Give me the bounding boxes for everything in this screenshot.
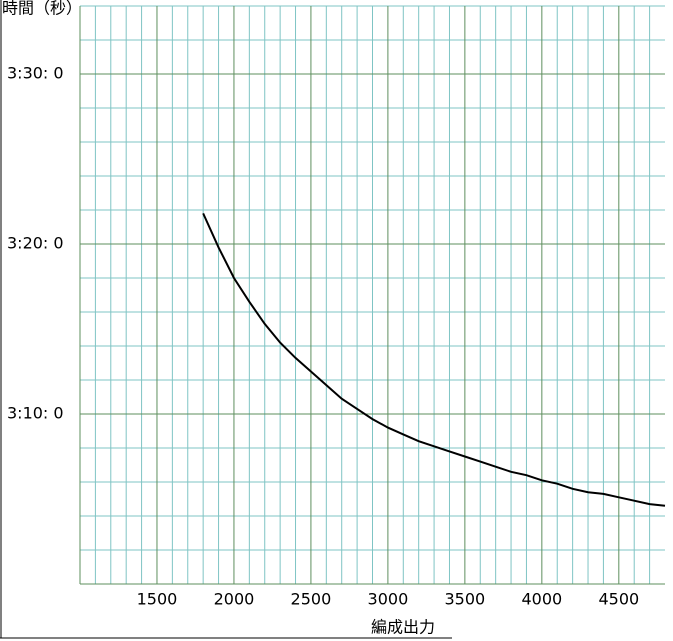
x-tick-label: 4000 (521, 590, 562, 609)
x-tick-label: 3000 (368, 590, 409, 609)
x-tick-label: 3500 (445, 590, 486, 609)
y-tick-label: 3:20: 0 (7, 234, 64, 253)
x-tick-label: 4500 (598, 590, 639, 609)
data-line (202, 212, 666, 507)
x-tick-label: 2000 (214, 590, 255, 609)
y-tick-label: 3:30: 0 (7, 64, 64, 83)
x-tick-label: 2500 (291, 590, 332, 609)
x-axis-label: 編成出力 (371, 618, 435, 637)
y-axis-label: 時間（秒） (2, 0, 82, 18)
x-tick-label: 1500 (137, 590, 178, 609)
y-tick-label: 3:10: 0 (7, 404, 64, 423)
